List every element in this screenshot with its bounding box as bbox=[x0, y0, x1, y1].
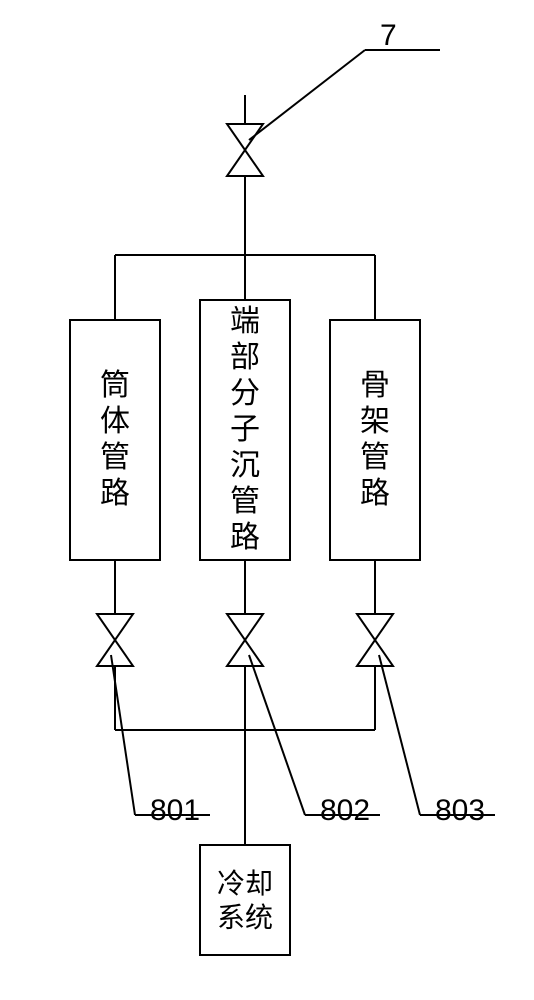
svg-text:冷却: 冷却 bbox=[217, 868, 273, 900]
callout-801-label: 801 bbox=[150, 794, 200, 827]
svg-text:端: 端 bbox=[230, 305, 260, 338]
callout-802-label: 802 bbox=[320, 794, 370, 827]
label-cylinder-pipe: 筒体管路 bbox=[100, 369, 130, 510]
svg-text:筒: 筒 bbox=[100, 369, 130, 402]
label-cooling-system: 冷却系统 bbox=[217, 868, 273, 934]
svg-text:管: 管 bbox=[100, 441, 130, 474]
valve-803 bbox=[357, 614, 393, 666]
callout-7-leader-1 bbox=[249, 50, 365, 140]
valve-801 bbox=[97, 614, 133, 666]
callout-803-leader-1 bbox=[379, 655, 420, 815]
box-cylinder-pipe bbox=[70, 320, 160, 560]
callout-802-leader-1 bbox=[249, 655, 305, 815]
piping-diagram: 筒体管路端部分子沉管路骨架管路冷却系统7801802803 bbox=[0, 0, 534, 1000]
svg-text:路: 路 bbox=[360, 477, 390, 510]
svg-text:路: 路 bbox=[100, 477, 130, 510]
svg-text:路: 路 bbox=[230, 521, 260, 554]
svg-text:架: 架 bbox=[360, 405, 390, 438]
valve-802 bbox=[227, 614, 263, 666]
callout-803-label: 803 bbox=[435, 794, 485, 827]
svg-text:管: 管 bbox=[230, 485, 260, 518]
label-frame-pipe: 骨架管路 bbox=[360, 369, 390, 510]
callout-801-leader-1 bbox=[111, 655, 135, 815]
svg-text:管: 管 bbox=[360, 441, 390, 474]
inlet-valve bbox=[227, 124, 263, 176]
svg-text:分: 分 bbox=[230, 377, 260, 410]
svg-text:子: 子 bbox=[230, 413, 260, 446]
box-cooling-system bbox=[200, 845, 290, 955]
svg-text:沉: 沉 bbox=[230, 449, 260, 482]
svg-text:骨: 骨 bbox=[360, 369, 390, 402]
svg-text:体: 体 bbox=[100, 405, 130, 438]
label-end-molecular-pipe: 端部分子沉管路 bbox=[230, 305, 260, 554]
callout-7-label: 7 bbox=[380, 19, 397, 52]
box-frame-pipe bbox=[330, 320, 420, 560]
svg-text:系统: 系统 bbox=[217, 902, 273, 934]
svg-text:部: 部 bbox=[230, 341, 260, 374]
